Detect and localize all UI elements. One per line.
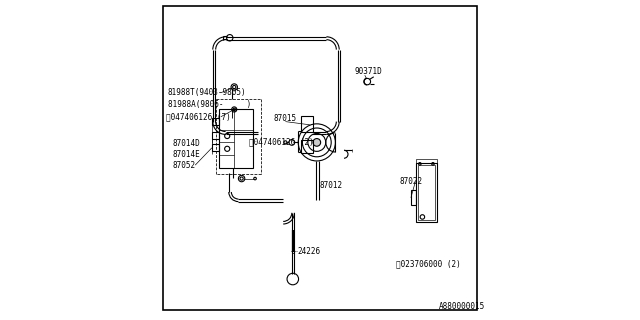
Text: 81988A(9806-     ): 81988A(9806- )	[168, 100, 252, 109]
Bar	[301, 116, 313, 132]
Bar	[212, 118, 219, 125]
Bar	[411, 190, 416, 205]
Text: 81988T(9403-9805): 81988T(9403-9805)	[168, 88, 246, 97]
Text: 87022: 87022	[399, 177, 422, 186]
Bar	[212, 132, 219, 139]
Bar	[301, 140, 313, 153]
Bar	[219, 109, 253, 168]
Text: Ⓝ023706000 (2): Ⓝ023706000 (2)	[396, 260, 461, 268]
Bar	[416, 159, 436, 163]
Text: 87015: 87015	[274, 114, 297, 123]
Bar	[212, 144, 219, 151]
Text: 87052: 87052	[173, 161, 196, 170]
Bar	[418, 165, 435, 220]
Bar	[416, 163, 436, 222]
Text: 87014E: 87014E	[173, 150, 200, 159]
Text: A880000015: A880000015	[438, 302, 484, 311]
Text: Ⓢ047406126 (7): Ⓢ047406126 (7)	[166, 112, 231, 121]
Text: 87012: 87012	[319, 181, 342, 190]
Text: 90371D: 90371D	[355, 67, 382, 76]
Text: 24226: 24226	[297, 247, 320, 256]
Circle shape	[313, 139, 321, 146]
Text: 87014D: 87014D	[173, 139, 200, 148]
Text: Ⓢ047406126 (2): Ⓢ047406126 (2)	[249, 137, 314, 146]
